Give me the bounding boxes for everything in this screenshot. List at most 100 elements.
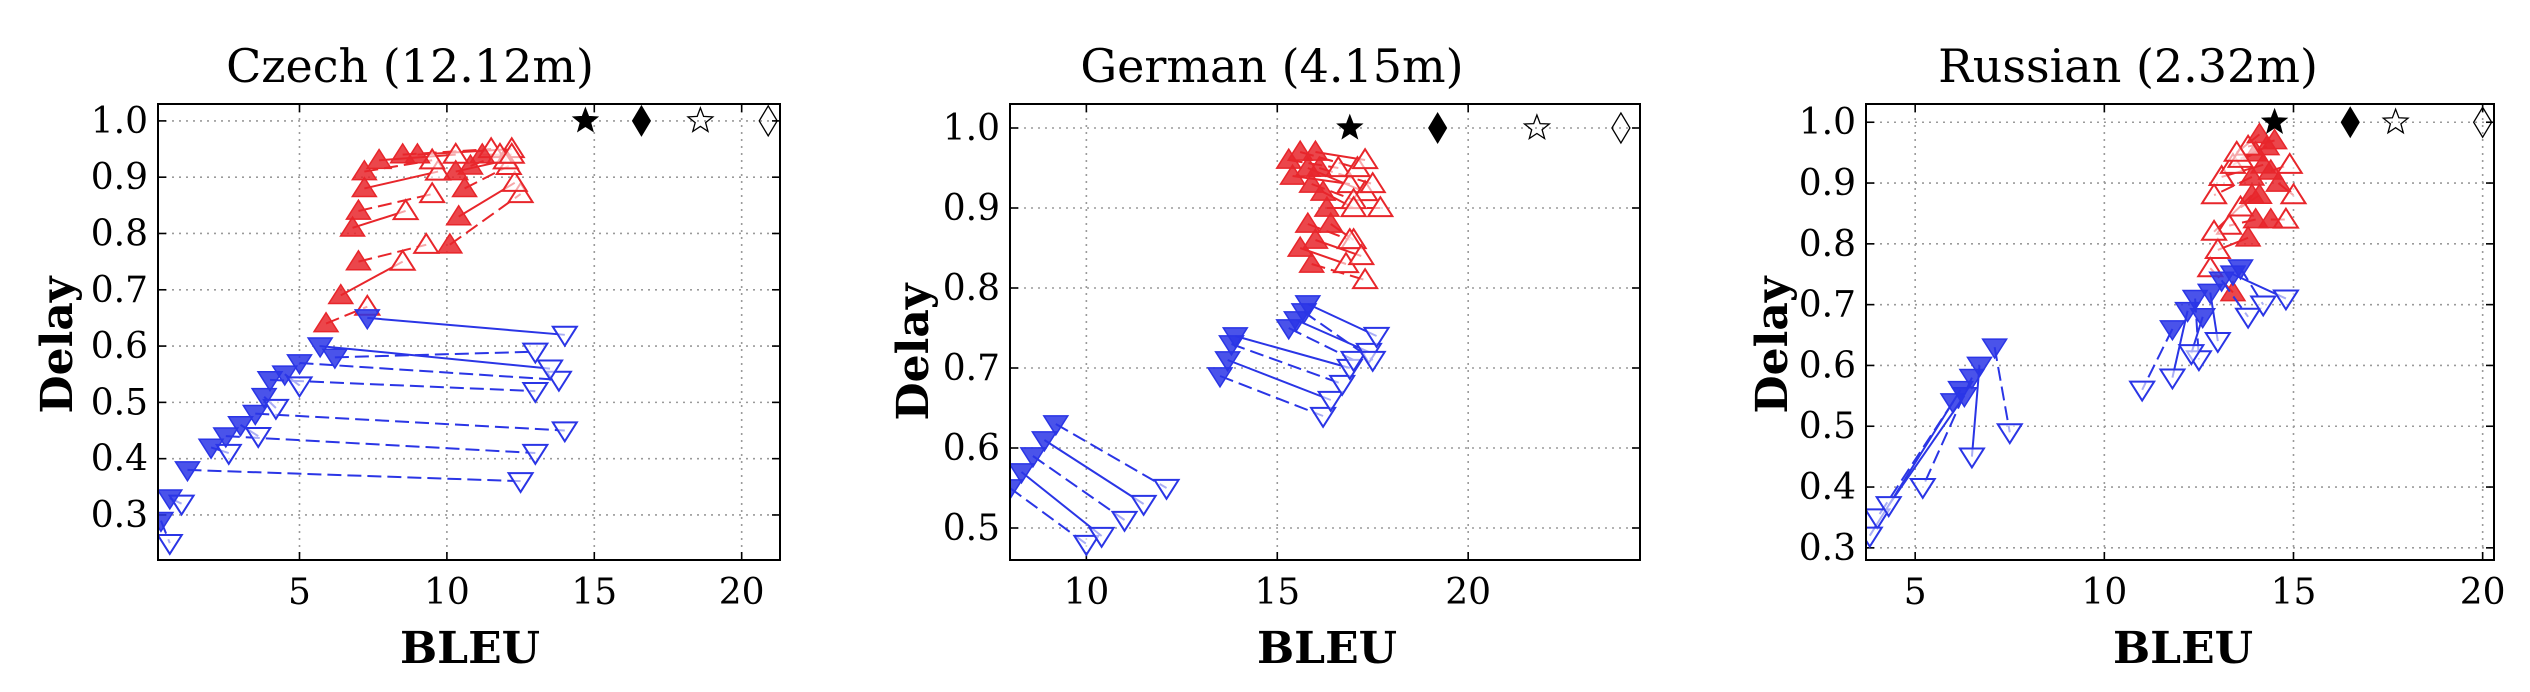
filled-marker bbox=[1214, 351, 1242, 373]
connector-line bbox=[320, 345, 551, 370]
filled-marker bbox=[457, 153, 484, 175]
filled-marker bbox=[1981, 338, 2008, 360]
open-marker bbox=[1358, 350, 1387, 373]
connector-line bbox=[364, 159, 433, 173]
reference-open-diamond bbox=[1611, 111, 1631, 145]
open-marker bbox=[2177, 344, 2206, 366]
x-tick-label: 15 bbox=[571, 572, 617, 613]
connector-line bbox=[225, 435, 536, 455]
connector-line bbox=[1043, 439, 1145, 505]
open-marker bbox=[1351, 267, 1379, 290]
filled-marker bbox=[345, 198, 372, 220]
connector-line bbox=[255, 412, 565, 432]
y-tick-label: 0.8 bbox=[1799, 224, 1856, 265]
plot-area: 10 15 20 0.5 0.6 0.7 0.8 0.9 1.0 bbox=[943, 103, 1641, 613]
filled-marker bbox=[350, 176, 378, 198]
connector-line bbox=[1993, 347, 2011, 433]
connector-line bbox=[1010, 487, 1087, 545]
reference-open-diamond bbox=[758, 104, 778, 138]
x-tick-label: 20 bbox=[719, 572, 765, 613]
y-tick-label: 0.4 bbox=[91, 439, 148, 480]
connector-line bbox=[1219, 375, 1324, 417]
connector-line bbox=[334, 350, 536, 359]
filled-marker bbox=[445, 204, 473, 226]
y-axis-label: Delay bbox=[32, 275, 83, 413]
open-marker bbox=[262, 398, 290, 421]
reference-points bbox=[2260, 105, 2493, 139]
open-marker bbox=[412, 232, 441, 254]
reference-filled-star bbox=[571, 106, 600, 133]
filled-marker bbox=[2159, 320, 2186, 342]
plot-frame bbox=[157, 103, 781, 561]
reference-open-star bbox=[1522, 113, 1552, 140]
open-marker bbox=[1087, 526, 1116, 549]
open-marker bbox=[1866, 508, 1892, 531]
open-marker bbox=[1874, 496, 1903, 518]
connector-line bbox=[1032, 455, 1126, 521]
open-marker bbox=[497, 142, 526, 164]
filled-marker bbox=[2257, 158, 2285, 180]
open-marker bbox=[1366, 195, 1395, 218]
filled-marker bbox=[365, 148, 393, 170]
chart-panel-german: German (4.15m) BLEU Delay 10 15 20 0.5 0.6 0.… bbox=[888, 39, 1641, 674]
y-tick-label: 0.6 bbox=[943, 428, 1000, 469]
filled-marker bbox=[436, 232, 464, 254]
open-marker bbox=[1866, 526, 1884, 549]
connector-line bbox=[358, 193, 433, 212]
plot-area: 5 10 15 20 0.3 0.4 0.5 0.6 0.7 0.8 0.9 1.0 bbox=[91, 101, 781, 613]
filled-marker bbox=[286, 354, 313, 376]
grid bbox=[1010, 104, 1640, 560]
x-tick-label: 20 bbox=[1445, 572, 1491, 613]
connector-line bbox=[358, 243, 427, 263]
filled-marker bbox=[212, 427, 240, 449]
ticks: 5 10 15 20 0.3 0.4 0.5 0.6 0.7 0.8 0.9 1.0 bbox=[91, 101, 780, 613]
filled-marker bbox=[2227, 259, 2254, 281]
x-tick-label: 15 bbox=[1254, 572, 1300, 613]
y-tick-label: 0.7 bbox=[943, 348, 1000, 389]
filled-marker bbox=[197, 438, 225, 460]
open-marker bbox=[1309, 406, 1337, 429]
filled-marker bbox=[1309, 179, 1337, 201]
filled-marker bbox=[2238, 183, 2266, 205]
y-tick-label: 0.8 bbox=[91, 213, 148, 254]
filled-marker bbox=[1966, 356, 1993, 378]
filled-marker bbox=[2181, 289, 2209, 311]
filled-marker bbox=[1313, 195, 1341, 217]
open-marker bbox=[521, 382, 550, 404]
open-marker bbox=[2215, 212, 2244, 235]
open-marker bbox=[1335, 171, 1364, 194]
filled-marker bbox=[353, 309, 381, 331]
connector-line bbox=[1295, 319, 1370, 353]
y-tick-label: 1.0 bbox=[91, 101, 148, 142]
y-tick-label: 0.9 bbox=[1799, 163, 1856, 204]
open-marker bbox=[2200, 182, 2228, 205]
ticks: 10 15 20 0.5 0.6 0.7 0.8 0.9 1.0 bbox=[943, 104, 1640, 613]
reference-filled-diamond bbox=[2340, 106, 2360, 139]
series-red bbox=[2196, 122, 2308, 302]
data-layer bbox=[1866, 122, 2308, 549]
open-marker bbox=[1339, 195, 1368, 218]
series-red bbox=[312, 136, 535, 333]
open-marker bbox=[500, 170, 529, 192]
y-tick-label: 0.4 bbox=[1799, 467, 1856, 508]
y-axis-label: Delay bbox=[1747, 275, 1798, 413]
open-marker bbox=[550, 325, 579, 348]
open-marker bbox=[1328, 374, 1357, 397]
reference-points bbox=[571, 104, 778, 138]
connector-line bbox=[1020, 471, 1103, 537]
connector-line bbox=[364, 170, 439, 190]
x-tick-label: 10 bbox=[2081, 572, 2127, 613]
open-marker bbox=[214, 443, 243, 466]
open-marker bbox=[1152, 478, 1181, 501]
reference-filled-star bbox=[2260, 107, 2289, 134]
filled-marker bbox=[1294, 295, 1322, 317]
filled-marker bbox=[350, 159, 378, 181]
open-marker bbox=[2207, 164, 2236, 187]
filled-marker bbox=[2234, 225, 2262, 247]
y-tick-label: 0.9 bbox=[91, 157, 148, 198]
reference-filled-star bbox=[1336, 113, 1364, 140]
open-marker bbox=[1335, 227, 1364, 250]
filled-marker bbox=[1206, 367, 1234, 389]
